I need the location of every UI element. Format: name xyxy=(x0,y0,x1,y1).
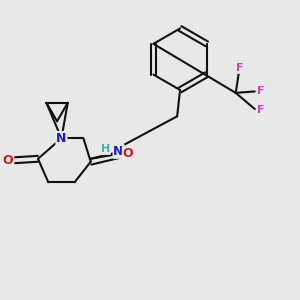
Text: O: O xyxy=(3,154,13,167)
Text: H: H xyxy=(101,144,110,154)
Text: N: N xyxy=(113,145,124,158)
Text: N: N xyxy=(56,132,67,145)
Text: F: F xyxy=(257,105,264,115)
Text: F: F xyxy=(236,63,244,73)
Text: F: F xyxy=(257,86,264,96)
Text: O: O xyxy=(123,147,133,160)
